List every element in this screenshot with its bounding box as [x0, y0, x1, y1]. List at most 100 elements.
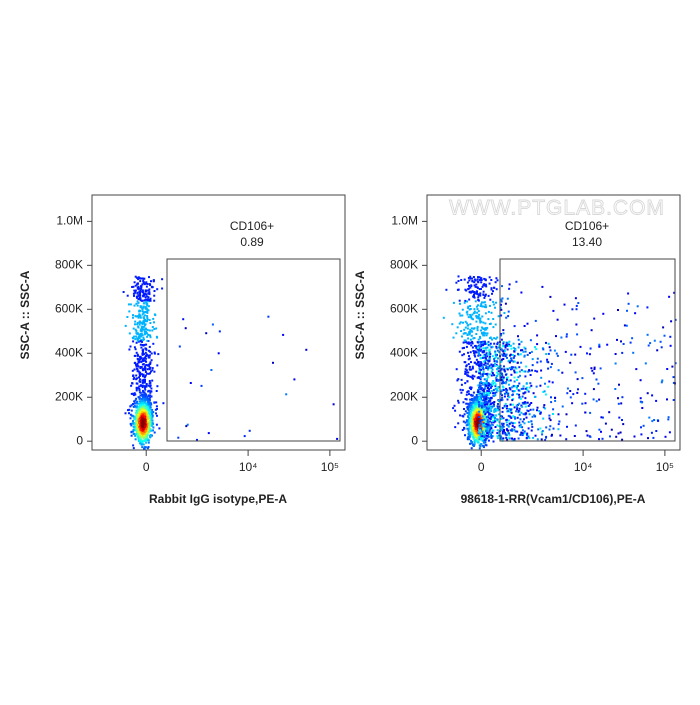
event-dot [156, 364, 159, 367]
event-dot [133, 354, 136, 357]
event-dot [490, 421, 493, 424]
event-dot [674, 318, 677, 321]
event-dot [482, 284, 485, 287]
event-dot [493, 409, 495, 412]
event-dot [503, 369, 506, 372]
event-dot [152, 342, 155, 345]
event-dot [445, 288, 448, 291]
event-dot [139, 329, 142, 332]
event-dot [484, 394, 487, 397]
event-dot [458, 312, 461, 315]
event-dot [492, 405, 495, 408]
event-dot [488, 359, 491, 362]
event-dot [512, 403, 514, 406]
event-dot [133, 346, 136, 349]
event-dot [507, 345, 510, 348]
event-dot [488, 344, 491, 347]
event-dot [141, 368, 144, 371]
event-dot [616, 338, 618, 341]
event-dot [497, 400, 500, 403]
event-dot [646, 333, 649, 336]
event-dot [482, 340, 485, 343]
event-dot [514, 417, 517, 420]
event-dot [609, 435, 611, 438]
event-dot [480, 348, 483, 351]
event-dot [141, 416, 144, 418]
event-dot [452, 301, 455, 304]
event-dot [135, 389, 138, 392]
event-dot [482, 420, 485, 422]
event-dot [503, 368, 506, 371]
event-dot [647, 437, 649, 440]
event-dot [601, 437, 604, 440]
event-dot [516, 361, 519, 364]
event-dot [514, 385, 517, 388]
event-dot [130, 392, 133, 395]
event-dot [476, 434, 479, 436]
event-dot [555, 352, 558, 355]
event-dot [523, 355, 526, 358]
event-dot [470, 408, 473, 411]
event-dot [148, 425, 150, 428]
event-dot [152, 429, 154, 432]
event-dot [503, 354, 506, 357]
event-dot [477, 421, 480, 424]
event-dot [506, 368, 509, 371]
event-dot [479, 279, 482, 281]
event-dot [141, 277, 144, 280]
event-dot [481, 285, 484, 288]
event-dot [505, 391, 508, 394]
event-dot [481, 435, 484, 438]
event-dot [150, 387, 153, 390]
event-dot [463, 301, 466, 304]
event-dot [506, 438, 509, 441]
event-dot [525, 365, 528, 368]
event-dot [517, 384, 519, 387]
event-dot [551, 381, 554, 384]
event-dot [477, 296, 480, 299]
event-dot [134, 426, 137, 429]
event-dot [499, 377, 502, 380]
event-dot [512, 346, 515, 349]
event-dot [473, 361, 476, 364]
event-dot [483, 301, 486, 304]
event-dot [470, 344, 473, 347]
event-dot [517, 409, 520, 412]
event-dot [134, 438, 137, 441]
event-dot [469, 323, 472, 326]
event-dot [134, 434, 137, 437]
event-dot [507, 432, 510, 435]
event-dot [502, 332, 505, 335]
event-dot [132, 433, 135, 435]
event-dot [533, 396, 536, 398]
event-dot [663, 334, 666, 337]
event-dot [545, 393, 547, 396]
event-dot [486, 332, 489, 335]
event-dot [520, 404, 523, 407]
event-dot [531, 358, 534, 361]
event-dot [139, 378, 142, 381]
event-dot [471, 428, 474, 431]
event-dot [139, 287, 142, 290]
event-dot [456, 326, 459, 329]
event-dot [484, 328, 487, 331]
event-dot [465, 322, 468, 325]
event-dot [566, 425, 568, 428]
event-dot [522, 350, 525, 353]
event-dot [509, 368, 512, 371]
event-dot [143, 401, 146, 404]
event-dot [517, 389, 520, 392]
event-dot [145, 319, 148, 322]
event-dot [131, 414, 134, 417]
event-dot [153, 328, 156, 330]
event-dot [473, 354, 476, 357]
event-dot [517, 411, 520, 414]
event-dot [478, 388, 481, 391]
event-dot [144, 399, 147, 402]
event-dot [478, 403, 481, 406]
event-dot [490, 367, 493, 369]
event-dot [138, 423, 141, 426]
event-dot [506, 343, 509, 346]
event-dot [477, 402, 480, 405]
event-dot [485, 391, 488, 394]
